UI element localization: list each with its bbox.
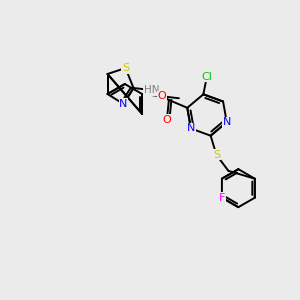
Text: HN: HN xyxy=(144,85,159,95)
Text: N: N xyxy=(187,124,195,134)
Text: N: N xyxy=(223,117,231,127)
Text: F: F xyxy=(219,193,225,202)
Text: O: O xyxy=(158,91,167,101)
Text: S: S xyxy=(213,150,220,160)
Text: S: S xyxy=(122,63,129,73)
Text: O: O xyxy=(163,115,171,125)
Text: N: N xyxy=(119,99,128,109)
Text: Cl: Cl xyxy=(201,72,212,82)
